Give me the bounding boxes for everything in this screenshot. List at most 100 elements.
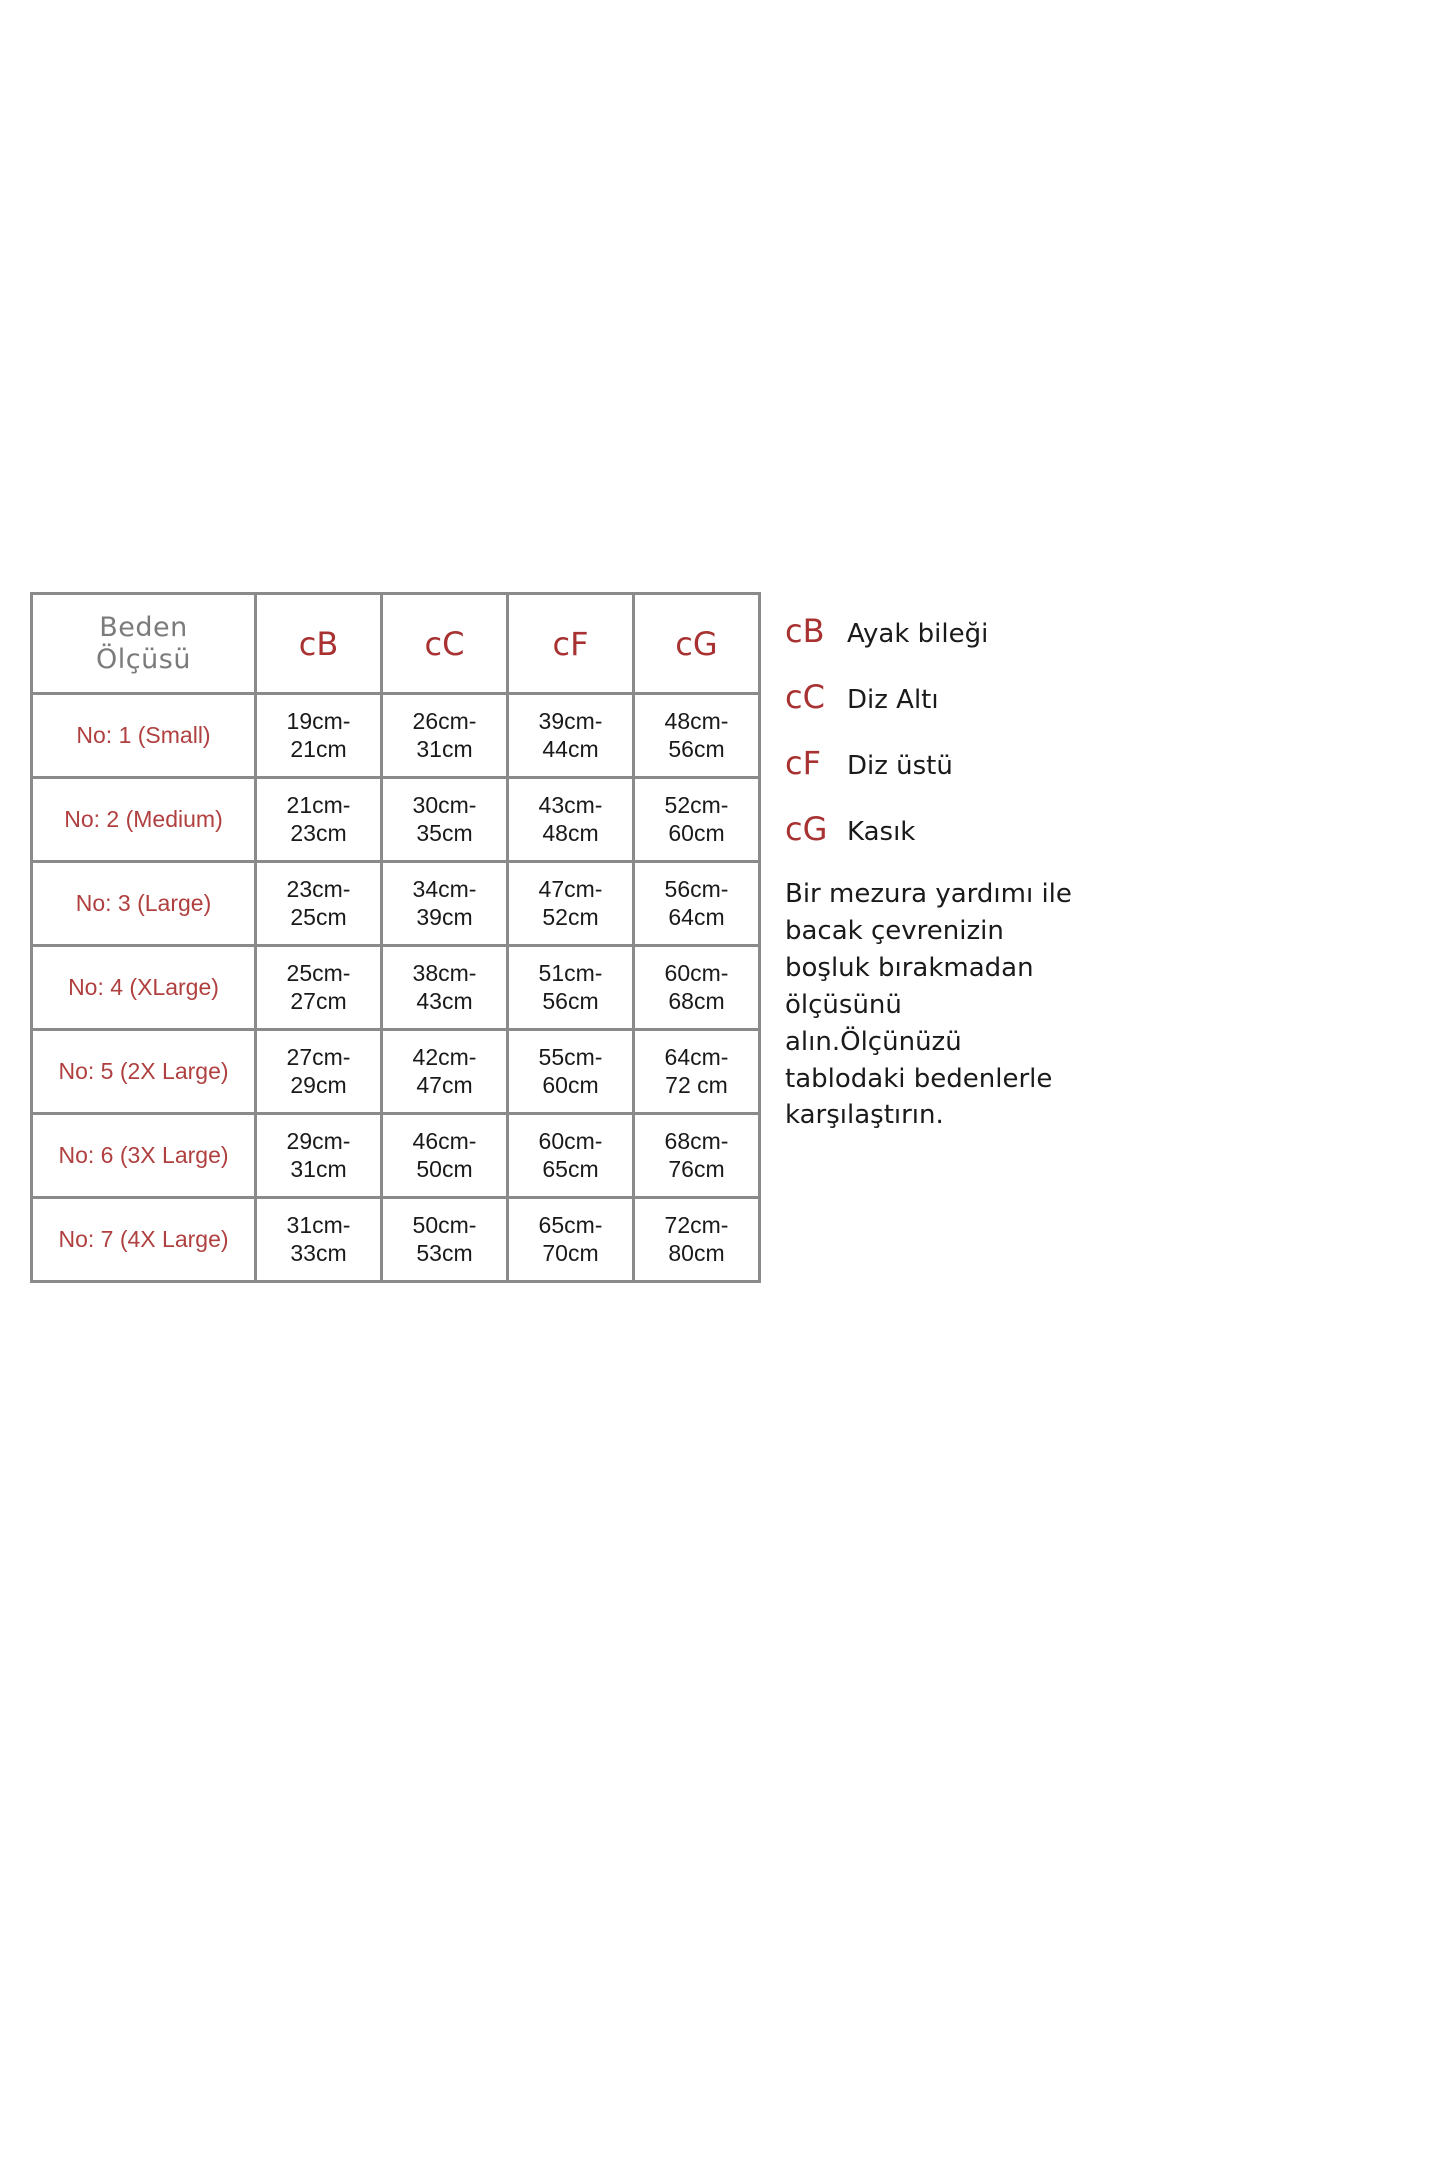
legend-text-cg: Kasık [847,817,916,847]
cell-cb: 29cm- 31cm [254,1112,383,1199]
measure-cc: 50cm- 53cm [412,1211,477,1266]
table-row: No: 2 (Medium) 21cm- 23cm 30cm- 35cm 43cm-… [30,776,761,863]
header-size-line2: Ölçüsü [96,643,191,675]
cell-size: No: 7 (4X Large) [30,1196,257,1283]
measure-cf: 60cm- 65cm [538,1127,603,1182]
legend-text-cc: Diz Altı [847,685,939,715]
cell-cg: 68cm- 76cm [632,1112,761,1199]
measure-cf: 43cm- 48cm [538,791,603,846]
cell-size: No: 1 (Small) [30,692,257,779]
measure-cc: 46cm- 50cm [412,1127,477,1182]
cell-cc: 34cm- 39cm [380,860,509,947]
cell-cg: 48cm- 56cm [632,692,761,779]
measure-cg: 68cm- 76cm [664,1127,729,1182]
table-row: No: 7 (4X Large) 31cm- 33cm 50cm- 53cm 65c… [30,1196,761,1283]
measure-cc: 42cm- 47cm [412,1043,477,1098]
measure-cf: 51cm- 56cm [538,959,603,1014]
cell-cf: 39cm- 44cm [506,692,635,779]
cell-cc: 38cm- 43cm [380,944,509,1031]
legend-text-cb: Ayak bileği [847,619,989,649]
cell-cc: 42cm- 47cm [380,1028,509,1115]
header-code-cg: cG [675,624,718,663]
table-row: No: 1 (Small) 19cm- 21cm 26cm- 31cm 39cm- 4… [30,692,761,779]
header-size-label: Beden Ölçüsü [33,612,254,676]
measure-cb: 21cm- 23cm [286,791,351,846]
measure-cb: 23cm- 25cm [286,875,351,930]
legend-code-cf: cF [785,744,821,782]
header-cell-cf: cF [506,592,635,695]
measure-cf: 47cm- 52cm [538,875,603,930]
cell-cf: 65cm- 70cm [506,1196,635,1283]
cell-cb: 25cm- 27cm [254,944,383,1031]
measure-cc: 34cm- 39cm [412,875,477,930]
legend-panel: cB Ayak bileği cC Diz Altı cF Diz üstü c… [785,592,1115,1134]
header-cell-cg: cG [632,592,761,695]
size-label: No: 2 (Medium) [64,806,223,832]
header-cell-size: Beden Ölçüsü [30,592,257,695]
size-label: No: 3 (Large) [75,890,212,916]
legend-code-cg: cG [785,810,828,848]
measure-cb: 31cm- 33cm [286,1211,351,1266]
header-cell-cc: cC [380,592,509,695]
measure-cg: 60cm- 68cm [664,959,729,1014]
size-label: No: 7 (4X Large) [58,1226,229,1252]
measure-cg: 64cm- 72 cm [664,1043,729,1098]
legend-item-cf: cF Diz üstü [785,744,1115,782]
cell-cf: 51cm- 56cm [506,944,635,1031]
table-row: No: 5 (2X Large) 27cm- 29cm 42cm- 47cm 55c… [30,1028,761,1115]
cell-cc: 26cm- 31cm [380,692,509,779]
legend-code-cc: cC [785,678,825,716]
measure-cb: 29cm- 31cm [286,1127,351,1182]
measure-cf: 65cm- 70cm [538,1211,603,1266]
measure-cc: 30cm- 35cm [412,791,477,846]
measure-cb: 25cm- 27cm [286,959,351,1014]
cell-cc: 30cm- 35cm [380,776,509,863]
measure-cg: 52cm- 60cm [664,791,729,846]
cell-cf: 47cm- 52cm [506,860,635,947]
size-label: No: 6 (3X Large) [58,1142,229,1168]
header-cell-cb: cB [254,592,383,695]
legend-text-cf: Diz üstü [847,751,953,781]
cell-size: No: 6 (3X Large) [30,1112,257,1199]
legend-item-cg: cG Kasık [785,810,1115,848]
measure-cc: 38cm- 43cm [412,959,477,1014]
cell-cb: 23cm- 25cm [254,860,383,947]
cell-cg: 56cm- 64cm [632,860,761,947]
header-size-line1: Beden [99,611,188,643]
cell-size: No: 2 (Medium) [30,776,257,863]
cell-cg: 64cm- 72 cm [632,1028,761,1115]
cell-cc: 50cm- 53cm [380,1196,509,1283]
legend-code-cb: cB [785,612,825,650]
cell-cb: 19cm- 21cm [254,692,383,779]
cell-cb: 27cm- 29cm [254,1028,383,1115]
legend-item-cc: cC Diz Altı [785,678,1115,716]
cell-cf: 55cm- 60cm [506,1028,635,1115]
cell-size: No: 5 (2X Large) [30,1028,257,1115]
measure-cg: 48cm- 56cm [664,707,729,762]
size-chart-content: Beden Ölçüsü cB cC cF cG [30,592,1420,1522]
table-row: No: 3 (Large) 23cm- 25cm 34cm- 39cm 47cm- 5… [30,860,761,947]
cell-cf: 43cm- 48cm [506,776,635,863]
cell-cb: 31cm- 33cm [254,1196,383,1283]
cell-cg: 60cm- 68cm [632,944,761,1031]
cell-cf: 60cm- 65cm [506,1112,635,1199]
header-code-cc: cC [424,624,465,663]
size-label: No: 1 (Small) [76,722,211,748]
cell-cg: 72cm- 80cm [632,1196,761,1283]
measure-cc: 26cm- 31cm [412,707,477,762]
cell-cc: 46cm- 50cm [380,1112,509,1199]
table-row: No: 4 (XLarge) 25cm- 27cm 38cm- 43cm 51cm-… [30,944,761,1031]
cell-size: No: 4 (XLarge) [30,944,257,1031]
size-label: No: 4 (XLarge) [68,974,219,1000]
measure-cb: 27cm- 29cm [286,1043,351,1098]
measure-cf: 55cm- 60cm [538,1043,603,1098]
header-code-cb: cB [298,624,339,663]
table-row: No: 6 (3X Large) 29cm- 31cm 46cm- 50cm 60c… [30,1112,761,1199]
header-code-cf: cF [552,624,589,663]
cell-cg: 52cm- 60cm [632,776,761,863]
size-label: No: 5 (2X Large) [58,1058,229,1084]
measurement-instructions: Bir mezura yardımı ile bacak çevrenizin … [785,879,1072,1131]
size-chart-table: Beden Ölçüsü cB cC cF cG [30,592,761,1283]
measure-cb: 19cm- 21cm [286,707,351,762]
